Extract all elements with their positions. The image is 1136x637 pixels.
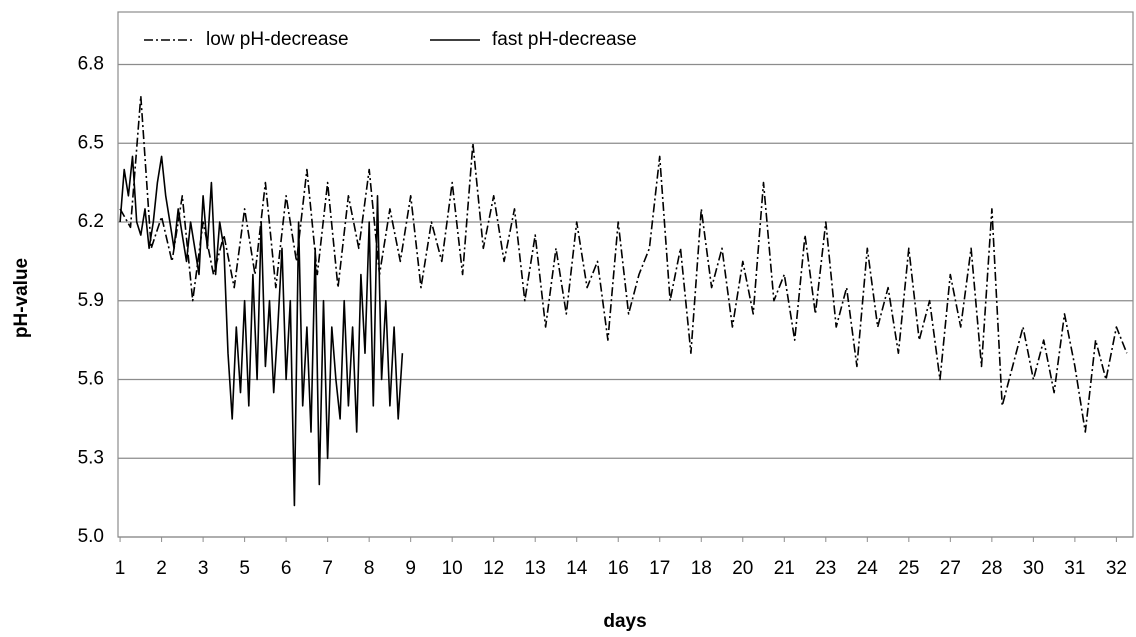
x-tick-label: 3 <box>198 558 209 579</box>
plot-border <box>117 11 1134 538</box>
x-axis-label: days <box>603 611 646 632</box>
y-tick-label: 5.6 <box>78 369 104 390</box>
series-line <box>119 95 1128 433</box>
x-tick-label: 12 <box>483 558 504 579</box>
y-tick-label: 6.5 <box>78 132 104 153</box>
x-tick-label: 7 <box>322 558 333 579</box>
x-tick-label: 21 <box>774 558 795 579</box>
x-tick-label: 1 <box>115 558 126 579</box>
y-tick-label: 5.9 <box>78 290 104 311</box>
y-tick-label: 5.0 <box>78 526 104 547</box>
x-tick-label: 17 <box>649 558 670 579</box>
x-tick-label: 2 <box>156 558 167 579</box>
y-axis-label: pH-value <box>11 258 32 338</box>
y-tick-label: 5.3 <box>78 447 104 468</box>
x-tick-label: 25 <box>898 558 919 579</box>
x-tick-label: 28 <box>981 558 1002 579</box>
x-tick-label: 20 <box>732 558 753 579</box>
x-tick-label: 5 <box>239 558 250 579</box>
series-line <box>119 155 404 507</box>
x-tick-label: 8 <box>364 558 375 579</box>
x-tick-label: 6 <box>281 558 292 579</box>
legend-label: fast pH-decrease <box>492 29 637 50</box>
x-tick-label: 18 <box>691 558 712 579</box>
x-tick-label: 23 <box>815 558 836 579</box>
x-tick-label: 13 <box>525 558 546 579</box>
x-tick-label: 31 <box>1064 558 1085 579</box>
x-tick-label: 14 <box>566 558 588 579</box>
x-tick-label: 30 <box>1023 558 1044 579</box>
x-tick-label: 10 <box>442 558 463 579</box>
legend-label: low pH-decrease <box>206 29 349 50</box>
x-tick-label: 27 <box>940 558 961 579</box>
x-tick-label: 9 <box>405 558 416 579</box>
y-tick-label: 6.8 <box>78 54 104 75</box>
x-tick-label: 24 <box>857 558 879 579</box>
x-tick-label: 32 <box>1106 558 1127 579</box>
y-tick-label: 6.2 <box>78 211 104 232</box>
x-tick-label: 16 <box>608 558 629 579</box>
